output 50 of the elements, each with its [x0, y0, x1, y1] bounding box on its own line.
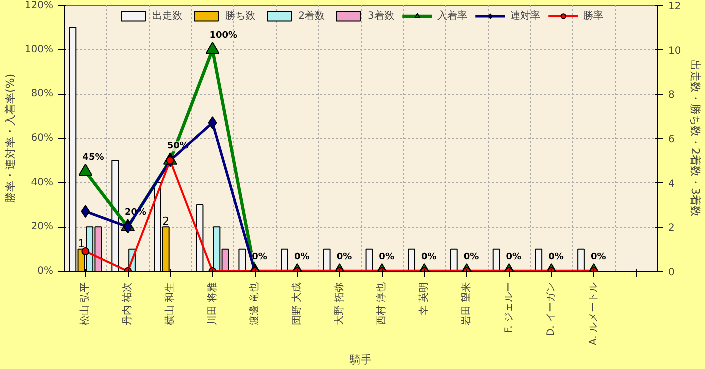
data-label: 45%	[82, 152, 104, 163]
y2-tick-label: 2	[668, 223, 675, 234]
x-tick-label: 川田 将雅	[206, 282, 218, 326]
y2-tick-label: 4	[668, 178, 675, 190]
x-tick-label: 松山 弘平	[79, 282, 92, 326]
data-label: 0%	[336, 252, 352, 262]
data-label: 0%	[422, 252, 437, 262]
y2-tick-label: 6	[668, 134, 675, 146]
y2-tick-label: 8	[668, 90, 675, 102]
y-tick-label: 0%	[38, 266, 54, 277]
x-tick-label: 横山 和生	[164, 282, 176, 326]
x-axis-title: 騎手	[349, 354, 372, 367]
y2-axis-title: 出走数・勝ち数・2着数・3着数	[689, 60, 702, 217]
x-tick-label: F. ジェルー	[504, 282, 515, 334]
legend-label: 勝ち数	[226, 10, 256, 23]
y-tick-label: 120%	[24, 0, 54, 12]
x-tick-label: 丹内 祐次	[122, 282, 134, 326]
legend-label: 出走数	[152, 10, 183, 23]
data-label: 0%	[548, 252, 564, 262]
x-tick-label: A. ルメートル	[588, 282, 600, 346]
x-tick-label: 西村 淳也	[376, 282, 388, 326]
y2-tick-label: 12	[668, 2, 682, 12]
data-label: 1	[78, 237, 85, 250]
data-label: 0%	[379, 252, 394, 262]
x-tick-label: 岩田 望来	[460, 282, 472, 326]
data-label: 0%	[506, 252, 522, 262]
y-axis-title: 勝率・連対率・入着率(%)	[4, 74, 17, 204]
data-label: 2	[162, 215, 170, 228]
y2-tick-label: 0	[668, 268, 675, 278]
data-label: 0%	[252, 252, 268, 262]
y-tick-label: 20%	[31, 222, 54, 233]
y-tick-label: 40%	[31, 177, 54, 188]
legend-label: 連対率	[510, 10, 540, 23]
data-label: 100%	[210, 30, 238, 41]
y-tick-label: 60%	[31, 133, 54, 144]
x-tick-label: D. イーガン	[546, 282, 558, 337]
data-label: 0%	[590, 252, 606, 262]
legend-label: 2着数	[298, 10, 325, 23]
x-tick-label: 団野 大成	[290, 282, 303, 326]
y-tick-label: 100%	[24, 44, 54, 56]
legend-label: 勝率	[583, 10, 604, 23]
x-tick-label: 幸 英明	[418, 282, 430, 316]
y-tick-label: 80%	[31, 88, 54, 100]
legend-label: 3着数	[368, 10, 394, 23]
y2-tick-label: 10	[668, 46, 682, 57]
legend-label: 入着率	[437, 10, 468, 23]
x-tick-label: 渡邊 竜也	[248, 282, 261, 326]
data-label: 0%	[294, 252, 310, 262]
x-tick-label: 大野 拓弥	[333, 282, 346, 326]
data-label: 0%	[464, 252, 480, 262]
